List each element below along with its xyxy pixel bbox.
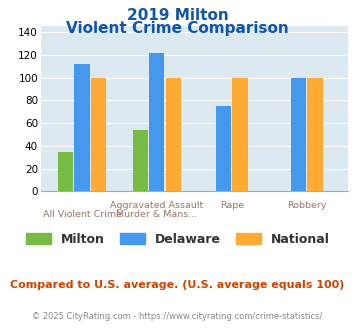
Legend: Milton, Delaware, National: Milton, Delaware, National: [21, 228, 334, 251]
Bar: [307, 78, 323, 191]
Text: Aggravated Assault: Aggravated Assault: [110, 201, 203, 210]
Text: All Violent Crime: All Violent Crime: [43, 210, 121, 218]
Bar: [91, 78, 106, 191]
Bar: [133, 130, 148, 191]
Text: 2019 Milton: 2019 Milton: [127, 8, 228, 23]
Bar: [75, 64, 89, 191]
Text: Rape: Rape: [220, 201, 244, 210]
Bar: [233, 78, 248, 191]
Bar: [291, 78, 306, 191]
Text: Violent Crime Comparison: Violent Crime Comparison: [66, 21, 289, 36]
Text: Compared to U.S. average. (U.S. average equals 100): Compared to U.S. average. (U.S. average …: [10, 280, 345, 290]
Bar: [149, 52, 164, 191]
Bar: [216, 106, 231, 191]
Text: © 2025 CityRating.com - https://www.cityrating.com/crime-statistics/: © 2025 CityRating.com - https://www.city…: [32, 312, 323, 321]
Bar: [166, 78, 181, 191]
Text: Murder & Mans...: Murder & Mans...: [116, 210, 197, 218]
Bar: [58, 151, 73, 191]
Text: Robbery: Robbery: [287, 201, 327, 210]
